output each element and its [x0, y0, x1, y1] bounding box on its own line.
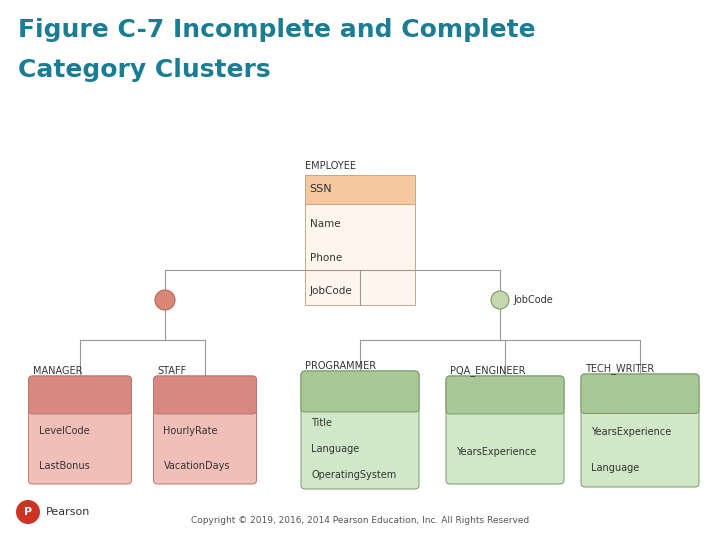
Circle shape — [16, 500, 40, 524]
Text: PROGRAMMER: PROGRAMMER — [305, 361, 376, 371]
Text: Figure C-7 Incomplete and Complete: Figure C-7 Incomplete and Complete — [18, 18, 536, 42]
FancyBboxPatch shape — [29, 376, 132, 484]
Text: SSN: SSN — [309, 184, 332, 194]
Text: PQA_ENGINEER: PQA_ENGINEER — [450, 365, 526, 376]
Text: Title: Title — [311, 418, 332, 428]
Text: OperatingSystem: OperatingSystem — [311, 470, 396, 480]
FancyBboxPatch shape — [301, 371, 419, 412]
Text: P: P — [24, 507, 32, 517]
Text: VacationDays: VacationDays — [163, 461, 230, 471]
FancyBboxPatch shape — [153, 376, 256, 414]
Text: HourlyRate: HourlyRate — [163, 426, 218, 436]
Circle shape — [491, 291, 509, 309]
Text: YearsExperience: YearsExperience — [591, 427, 671, 436]
Text: Language: Language — [591, 463, 639, 473]
FancyBboxPatch shape — [446, 376, 564, 484]
Bar — [586, 403, 694, 410]
Circle shape — [155, 290, 175, 310]
Text: MANAGER: MANAGER — [32, 366, 82, 376]
Text: STAFF: STAFF — [158, 366, 186, 376]
Text: LevelCode: LevelCode — [38, 426, 89, 436]
Bar — [305, 204, 415, 305]
FancyBboxPatch shape — [301, 371, 419, 489]
Text: Pearson: Pearson — [46, 507, 91, 517]
Text: TECH_WRITER: TECH_WRITER — [585, 363, 654, 374]
FancyBboxPatch shape — [581, 374, 699, 487]
FancyBboxPatch shape — [446, 376, 564, 414]
Bar — [158, 404, 251, 411]
Text: JobCode: JobCode — [310, 287, 353, 296]
Text: LastBonus: LastBonus — [38, 461, 89, 471]
Bar — [34, 404, 127, 411]
Text: JobCode: JobCode — [513, 295, 553, 305]
FancyBboxPatch shape — [29, 376, 132, 414]
Text: Name: Name — [310, 219, 341, 229]
FancyBboxPatch shape — [153, 376, 256, 484]
Bar — [305, 175, 415, 204]
Text: Copyright © 2019, 2016, 2014 Pearson Education, Inc. All Rights Reserved: Copyright © 2019, 2016, 2014 Pearson Edu… — [191, 516, 529, 525]
Text: Phone: Phone — [310, 253, 342, 262]
Bar — [306, 402, 414, 409]
Text: EMPLOYEE: EMPLOYEE — [305, 161, 356, 171]
Text: Language: Language — [311, 444, 359, 454]
Text: YearsExperience: YearsExperience — [456, 447, 536, 457]
Bar — [451, 404, 559, 411]
Text: Category Clusters: Category Clusters — [18, 58, 271, 82]
FancyBboxPatch shape — [581, 374, 699, 414]
